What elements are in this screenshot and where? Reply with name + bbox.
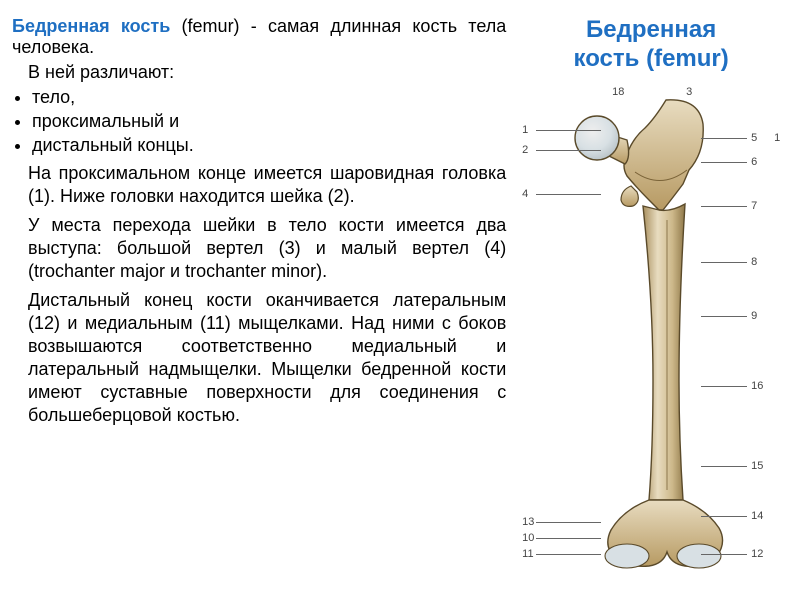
leader-line — [701, 262, 747, 263]
femur-bone-svg — [571, 80, 731, 570]
figure-label: 16 — [751, 380, 763, 392]
figure-label: 2 — [522, 144, 528, 156]
leader-line — [701, 466, 747, 467]
figure-label: 6 — [751, 156, 757, 168]
text-column: Бедренная кость (femur) - самая длинная … — [12, 16, 514, 584]
leader-line — [536, 538, 601, 539]
bullet-list: тело, проксимальный и дистальный концы. — [32, 87, 506, 156]
figure-label: 15 — [751, 460, 763, 472]
femur-figure: 12413101118356789161514121 — [516, 80, 786, 580]
figure-label: 8 — [751, 256, 757, 268]
figure-label: 13 — [522, 516, 534, 528]
leader-line — [701, 554, 747, 555]
leader-line — [536, 554, 601, 555]
figure-label: 11 — [522, 548, 533, 560]
paragraph-3: Дистальный конец кости оканчивается лате… — [12, 289, 506, 427]
intro-term: Бедренная кость — [12, 16, 170, 36]
leader-line — [536, 150, 601, 151]
leader-line — [701, 206, 747, 207]
figure-label: 7 — [751, 200, 757, 212]
leader-line — [701, 316, 747, 317]
list-item: тело, — [32, 87, 506, 108]
figure-label: 14 — [751, 510, 763, 522]
intro-line: Бедренная кость (femur) - самая длинная … — [12, 16, 506, 58]
leader-line — [701, 516, 747, 517]
figure-label: 4 — [522, 188, 528, 200]
subline: В ней различают: — [28, 62, 506, 83]
figure-label: 1 — [522, 124, 528, 136]
figure-label: 18 — [612, 86, 624, 98]
figure-label: 12 — [751, 548, 763, 560]
leader-line — [536, 130, 601, 131]
figure-label: 9 — [751, 310, 757, 322]
paragraph-1: На проксимальном конце имеется шаровидна… — [12, 162, 506, 208]
figure-label: 10 — [522, 532, 534, 544]
list-item: дистальный концы. — [32, 135, 506, 156]
figure-title: Бедренная кость (femur) — [574, 16, 729, 74]
leader-line — [701, 138, 747, 139]
figure-label: 1 — [774, 132, 780, 144]
figure-label: 5 — [751, 132, 757, 144]
leader-line — [536, 522, 601, 523]
leader-line — [536, 194, 601, 195]
list-item: проксимальный и — [32, 111, 506, 132]
figure-label: 3 — [686, 86, 692, 98]
paragraph-2: У места перехода шейки в тело кости имее… — [12, 214, 506, 283]
leader-line — [701, 162, 747, 163]
leader-line — [701, 386, 747, 387]
figure-column: Бедренная кость (femur) — [514, 16, 788, 584]
